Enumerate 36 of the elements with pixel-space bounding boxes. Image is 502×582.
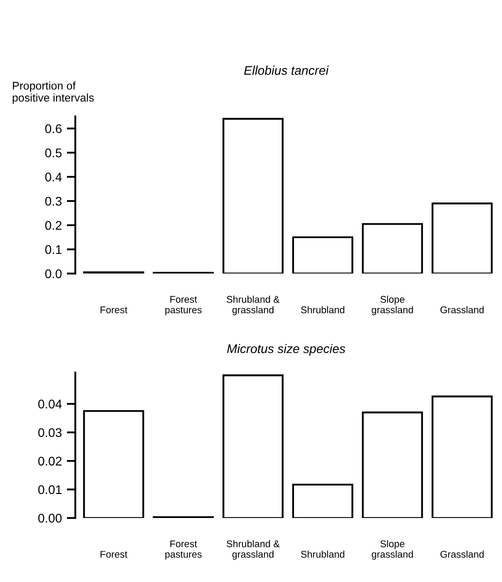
y-tick-label: 0.1 — [45, 245, 62, 254]
y-tick-label: 0.4 — [45, 172, 62, 182]
y-axis-title: Proportion of positive intervals — [12, 82, 94, 104]
y-tick-label: 0.2 — [45, 220, 62, 230]
x-tick-label: Shrubland — [301, 306, 344, 314]
y-tick-label: 0.3 — [45, 196, 62, 206]
x-tick-label: Grassland — [440, 550, 484, 558]
bar — [292, 484, 354, 518]
bar — [362, 412, 423, 518]
y-tick-label: 0.01 — [38, 485, 62, 494]
x-tick-label: Forest — [100, 550, 128, 558]
bar — [362, 223, 423, 274]
x-tick-label: Shrubland & grassland — [226, 296, 280, 316]
y-tick-label: 0.04 — [38, 400, 62, 409]
bar — [222, 374, 284, 518]
y-tick-label: 0.00 — [38, 514, 62, 523]
x-tick-label: Shrubland — [301, 550, 344, 558]
bar — [222, 118, 284, 274]
x-tick-label: Forest pastures — [165, 296, 202, 316]
x-tick-label: Forest — [100, 306, 128, 314]
x-tick-label: Slope grassland — [372, 540, 413, 560]
y-tick-label: 0.03 — [38, 428, 62, 438]
y-tick-label: 0.0 — [45, 269, 62, 278]
chart-title: Ellobius tancrei — [244, 66, 329, 75]
x-tick-label: Slope grassland — [372, 296, 413, 316]
bar — [432, 396, 493, 518]
y-tick-label: 0.5 — [45, 148, 62, 158]
y-tick-label: 0.6 — [45, 124, 62, 134]
x-tick-label: Grassland — [440, 306, 484, 314]
bar — [83, 410, 144, 518]
chart-title: Microtus size species — [227, 344, 346, 356]
bar — [432, 202, 493, 274]
x-tick-label: Forest pastures — [165, 540, 202, 560]
y-tick-label: 0.02 — [38, 456, 62, 466]
x-tick-label: Shrubland & grassland — [226, 540, 280, 560]
bar — [292, 236, 354, 274]
